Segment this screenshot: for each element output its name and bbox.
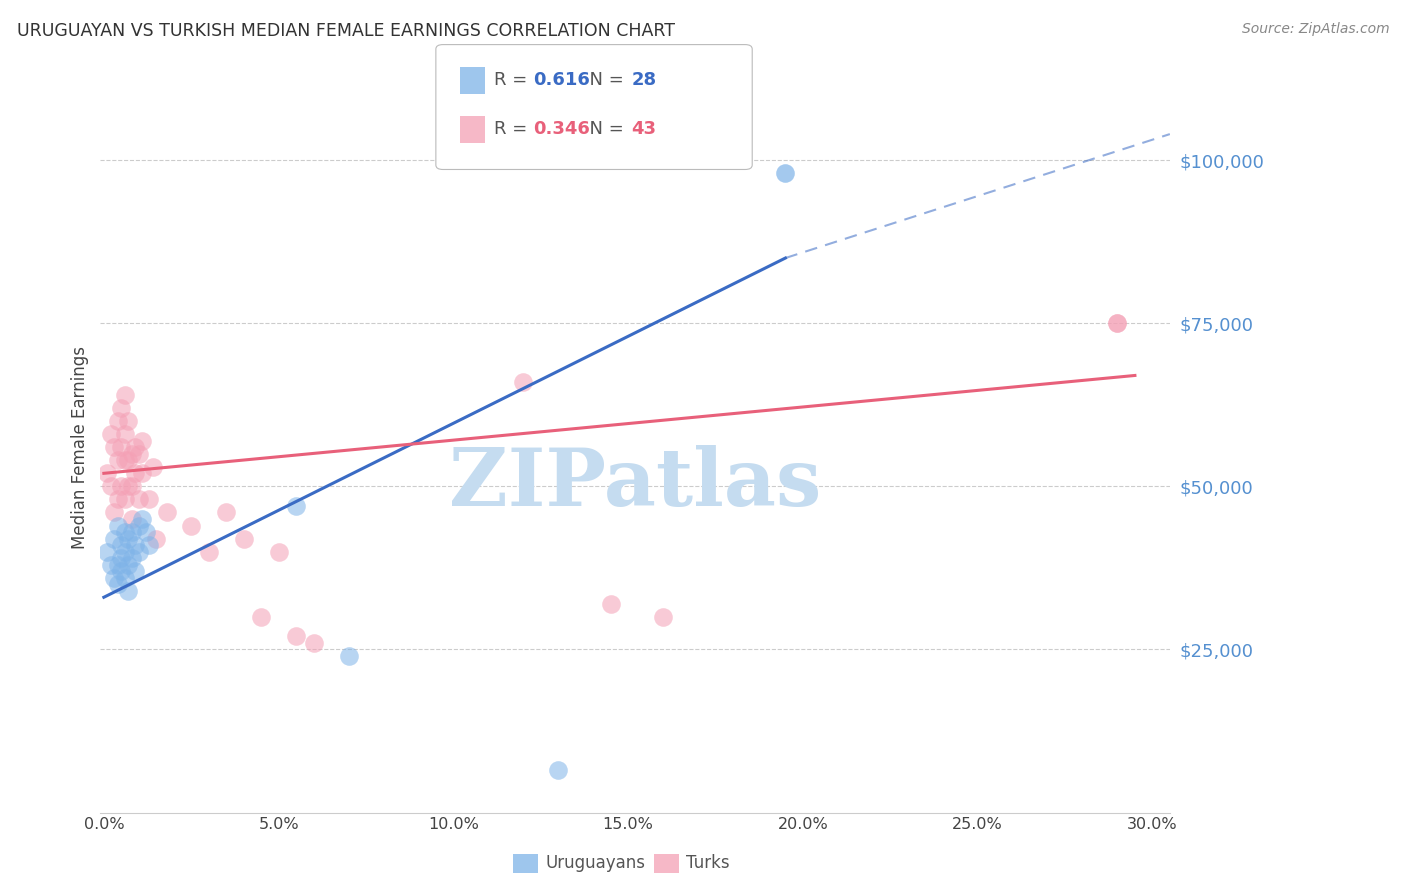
Point bbox=[131, 512, 153, 526]
Point bbox=[124, 564, 146, 578]
Point bbox=[124, 440, 146, 454]
Text: R =: R = bbox=[494, 71, 533, 89]
Text: Uruguayans: Uruguayans bbox=[546, 855, 645, 872]
Point bbox=[114, 571, 136, 585]
Point bbox=[1107, 316, 1129, 330]
Point bbox=[96, 467, 118, 481]
Point bbox=[121, 512, 143, 526]
Point bbox=[117, 414, 139, 428]
Point bbox=[512, 375, 534, 389]
Point bbox=[124, 538, 146, 552]
Point bbox=[267, 544, 290, 558]
Point bbox=[232, 532, 254, 546]
Point bbox=[547, 763, 569, 777]
Point bbox=[1107, 316, 1129, 330]
Text: Turks: Turks bbox=[686, 855, 730, 872]
Point bbox=[107, 453, 129, 467]
Point bbox=[117, 532, 139, 546]
Point bbox=[107, 577, 129, 591]
Point bbox=[114, 524, 136, 539]
Point bbox=[121, 551, 143, 566]
Point bbox=[107, 518, 129, 533]
Point bbox=[138, 492, 160, 507]
Point bbox=[117, 453, 139, 467]
Text: Source: ZipAtlas.com: Source: ZipAtlas.com bbox=[1241, 22, 1389, 37]
Point bbox=[215, 506, 238, 520]
Text: R =: R = bbox=[494, 120, 533, 138]
Point bbox=[131, 467, 153, 481]
Text: 28: 28 bbox=[631, 71, 657, 89]
Point bbox=[131, 434, 153, 448]
Point bbox=[135, 524, 157, 539]
Point bbox=[124, 467, 146, 481]
Point bbox=[103, 506, 125, 520]
Text: URUGUAYAN VS TURKISH MEDIAN FEMALE EARNINGS CORRELATION CHART: URUGUAYAN VS TURKISH MEDIAN FEMALE EARNI… bbox=[17, 22, 675, 40]
Point bbox=[138, 538, 160, 552]
Point bbox=[107, 558, 129, 572]
Text: N =: N = bbox=[578, 120, 630, 138]
Point bbox=[110, 538, 132, 552]
Point bbox=[121, 447, 143, 461]
Point bbox=[599, 597, 621, 611]
Text: 0.616: 0.616 bbox=[533, 71, 589, 89]
Point bbox=[180, 518, 202, 533]
Point bbox=[128, 447, 150, 461]
Point bbox=[117, 558, 139, 572]
Point bbox=[100, 479, 122, 493]
Point bbox=[103, 532, 125, 546]
Point bbox=[156, 506, 179, 520]
Point bbox=[337, 648, 360, 663]
Point bbox=[110, 440, 132, 454]
Point bbox=[285, 629, 308, 643]
Point bbox=[121, 524, 143, 539]
Point bbox=[103, 440, 125, 454]
Point bbox=[197, 544, 219, 558]
Point bbox=[107, 492, 129, 507]
Point bbox=[652, 610, 675, 624]
Text: 0.346: 0.346 bbox=[533, 120, 589, 138]
Point bbox=[145, 532, 167, 546]
Text: 43: 43 bbox=[631, 120, 657, 138]
Point bbox=[285, 499, 308, 513]
Point bbox=[110, 479, 132, 493]
Point bbox=[100, 558, 122, 572]
Point bbox=[110, 564, 132, 578]
Point bbox=[121, 479, 143, 493]
Point bbox=[107, 414, 129, 428]
Point bbox=[114, 453, 136, 467]
Point bbox=[302, 636, 325, 650]
Point bbox=[775, 166, 797, 180]
Point bbox=[100, 427, 122, 442]
Point bbox=[128, 492, 150, 507]
Y-axis label: Median Female Earnings: Median Female Earnings bbox=[72, 346, 89, 549]
Point bbox=[96, 544, 118, 558]
Point bbox=[114, 544, 136, 558]
Text: N =: N = bbox=[578, 71, 630, 89]
Point bbox=[103, 571, 125, 585]
Point bbox=[128, 544, 150, 558]
Point bbox=[114, 388, 136, 402]
Point bbox=[117, 583, 139, 598]
Point bbox=[114, 492, 136, 507]
Point bbox=[128, 518, 150, 533]
Point bbox=[117, 479, 139, 493]
Point bbox=[114, 427, 136, 442]
Text: ZIPatlas: ZIPatlas bbox=[449, 445, 821, 523]
Point bbox=[142, 459, 165, 474]
Point bbox=[250, 610, 273, 624]
Point bbox=[110, 401, 132, 415]
Point bbox=[110, 551, 132, 566]
